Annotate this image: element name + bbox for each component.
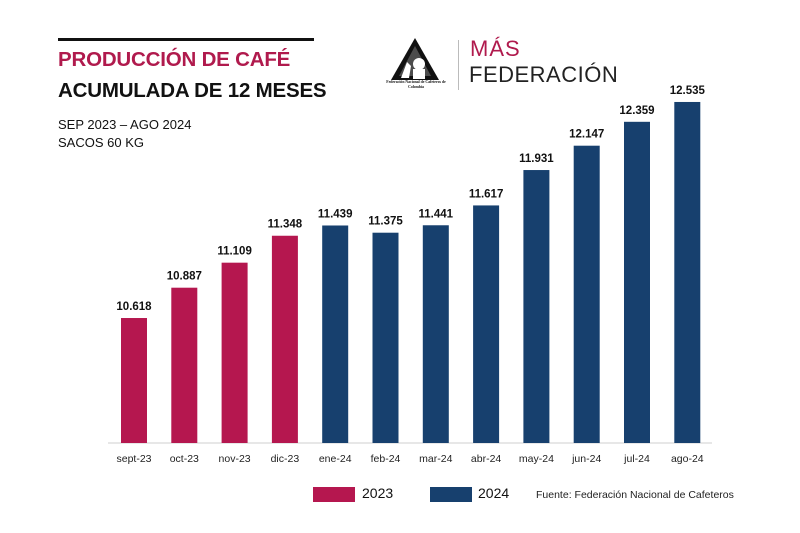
data-label: 11.617 <box>469 188 504 200</box>
data-label: 11.375 <box>368 216 403 228</box>
fnc-logo-text: Federación Nacional de Cafeteros de Colo… <box>386 80 446 89</box>
x-tick-label: abr-24 <box>471 453 502 465</box>
data-label: 10.887 <box>167 271 202 283</box>
bar-sept-23 <box>121 318 147 443</box>
logo-divider <box>458 40 459 90</box>
data-label: 12.147 <box>569 129 604 141</box>
bar-ago-24 <box>674 101 701 444</box>
chart-title: PRODUCCIÓN DE CAFÉ <box>58 48 291 71</box>
x-tick-label: dic-23 <box>271 453 300 465</box>
bar-jul-24 <box>624 121 650 444</box>
data-label: 10.618 <box>116 301 152 313</box>
bar-nov-23 <box>221 262 248 443</box>
legend-swatch-2023 <box>313 487 355 502</box>
bar-mar-24 <box>422 225 449 443</box>
data-label: 11.439 <box>318 208 353 220</box>
legend-label-2023: 2023 <box>362 485 394 501</box>
x-tick-label: may-24 <box>519 453 554 465</box>
data-label: 12.359 <box>619 105 654 117</box>
legend-swatch-2024 <box>430 487 472 502</box>
chart-title-line2: ACUMULADA DE 12 MESES <box>58 79 327 102</box>
data-label: 11.931 <box>519 153 554 165</box>
x-tick-label: mar-24 <box>419 453 452 465</box>
source-note: Fuente: Federación Nacional de Cafeteros <box>536 489 734 501</box>
legend-label-2024: 2024 <box>478 485 510 501</box>
fnc-logo-icon <box>391 38 439 80</box>
x-tick-label: feb-24 <box>371 453 401 465</box>
x-tick-label: nov-23 <box>219 453 251 465</box>
bar-feb-24 <box>372 232 399 443</box>
slogan-federacion: FEDERACIÓN <box>469 62 619 87</box>
bar-oct-23 <box>171 287 198 443</box>
slogan-mas: MÁS <box>470 36 521 61</box>
data-label: 12.535 <box>670 85 706 97</box>
x-tick-label: jul-24 <box>623 453 650 465</box>
x-tick-label: ago-24 <box>671 453 704 465</box>
bar-abr-24 <box>473 205 500 443</box>
x-tick-label: jun-24 <box>571 453 601 465</box>
x-tick-label: oct-23 <box>170 453 199 465</box>
x-tick-label: sept-23 <box>116 453 151 465</box>
data-label: 11.109 <box>217 246 252 258</box>
x-tick-label: ene-24 <box>319 453 352 465</box>
data-label: 11.441 <box>419 208 454 220</box>
bar-ene-24 <box>322 225 349 443</box>
bar-jun-24 <box>573 145 600 444</box>
period-subtitle: SEP 2023 – AGO 2024 <box>58 117 192 132</box>
bar-may-24 <box>523 170 550 444</box>
unit-subtitle: SACOS 60 KG <box>58 135 144 150</box>
title-rule <box>58 38 314 41</box>
bar-dic-23 <box>271 235 298 443</box>
data-label: 11.348 <box>268 219 303 231</box>
